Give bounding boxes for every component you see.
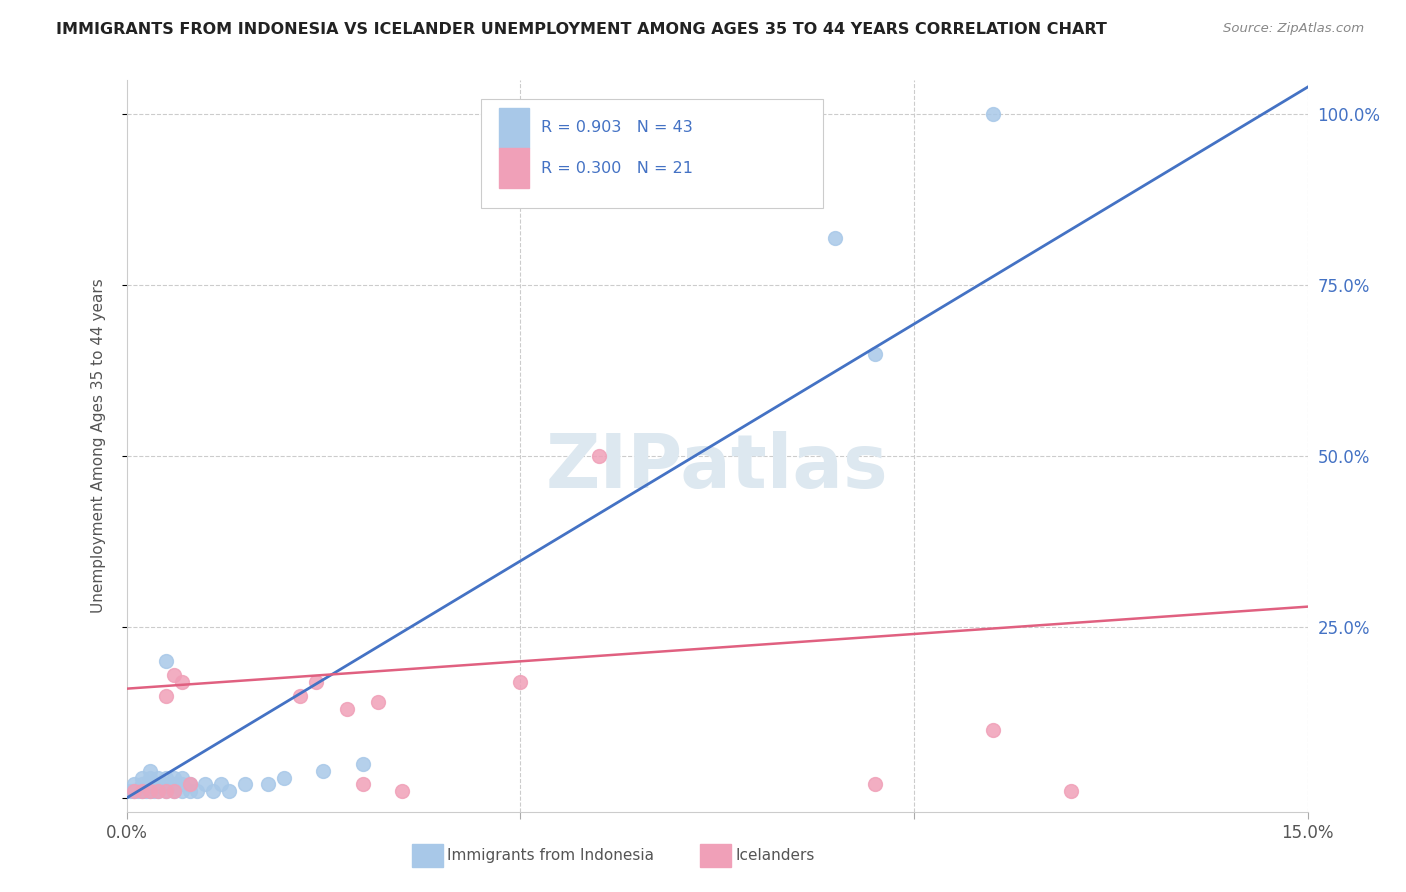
Point — [155, 654, 177, 668]
Point — [124, 777, 146, 791]
Text: ZIPatlas: ZIPatlas — [546, 432, 889, 505]
Point — [824, 230, 846, 244]
Point — [170, 674, 193, 689]
Point — [124, 784, 146, 798]
Point — [863, 347, 886, 361]
Point — [233, 777, 256, 791]
Point — [139, 784, 162, 798]
Point — [155, 784, 177, 798]
Point — [391, 784, 413, 798]
Point — [352, 756, 374, 771]
Point — [146, 771, 169, 785]
Point — [170, 771, 193, 785]
Y-axis label: Unemployment Among Ages 35 to 44 years: Unemployment Among Ages 35 to 44 years — [91, 278, 105, 614]
Point — [981, 723, 1004, 737]
FancyBboxPatch shape — [499, 148, 529, 188]
Point — [1060, 784, 1083, 798]
Point — [143, 784, 166, 798]
Point — [288, 689, 311, 703]
Point — [131, 784, 153, 798]
FancyBboxPatch shape — [499, 108, 529, 147]
Point — [863, 777, 886, 791]
Point — [131, 771, 153, 785]
Point — [981, 107, 1004, 121]
Point — [139, 771, 162, 785]
Point — [509, 674, 531, 689]
Text: Source: ZipAtlas.com: Source: ZipAtlas.com — [1223, 22, 1364, 36]
Point — [588, 449, 610, 463]
Point — [202, 784, 225, 798]
Point — [146, 777, 169, 791]
Point — [146, 777, 169, 791]
Point — [273, 771, 295, 785]
Point — [163, 668, 186, 682]
Point — [127, 784, 149, 798]
Point — [124, 784, 146, 798]
Point — [163, 784, 186, 798]
Point — [155, 777, 177, 791]
Point — [336, 702, 359, 716]
Point — [163, 784, 186, 798]
Point — [179, 784, 201, 798]
Point — [155, 784, 177, 798]
Point — [146, 784, 169, 798]
Point — [170, 777, 193, 791]
Point — [155, 689, 177, 703]
Point — [367, 695, 389, 709]
Text: Immigrants from Indonesia: Immigrants from Indonesia — [447, 848, 654, 863]
Text: Icelanders: Icelanders — [735, 848, 814, 863]
Point — [352, 777, 374, 791]
Point — [131, 784, 153, 798]
Point — [312, 764, 335, 778]
Point — [304, 674, 326, 689]
Text: R = 0.300   N = 21: R = 0.300 N = 21 — [541, 161, 693, 176]
Point — [194, 777, 217, 791]
Point — [179, 777, 201, 791]
Point — [179, 777, 201, 791]
Point — [186, 784, 208, 798]
Point — [139, 784, 162, 798]
FancyBboxPatch shape — [481, 99, 824, 209]
Point — [139, 777, 162, 791]
Text: IMMIGRANTS FROM INDONESIA VS ICELANDER UNEMPLOYMENT AMONG AGES 35 TO 44 YEARS CO: IMMIGRANTS FROM INDONESIA VS ICELANDER U… — [56, 22, 1107, 37]
Point — [131, 777, 153, 791]
Point — [146, 784, 169, 798]
Point — [120, 784, 142, 798]
Point — [170, 784, 193, 798]
Point — [163, 771, 186, 785]
Text: R = 0.903   N = 43: R = 0.903 N = 43 — [541, 120, 693, 136]
Point — [209, 777, 232, 791]
Point — [155, 771, 177, 785]
Point — [163, 777, 186, 791]
Point — [139, 764, 162, 778]
Point — [139, 777, 162, 791]
Point — [135, 784, 157, 798]
Point — [257, 777, 280, 791]
Point — [218, 784, 240, 798]
